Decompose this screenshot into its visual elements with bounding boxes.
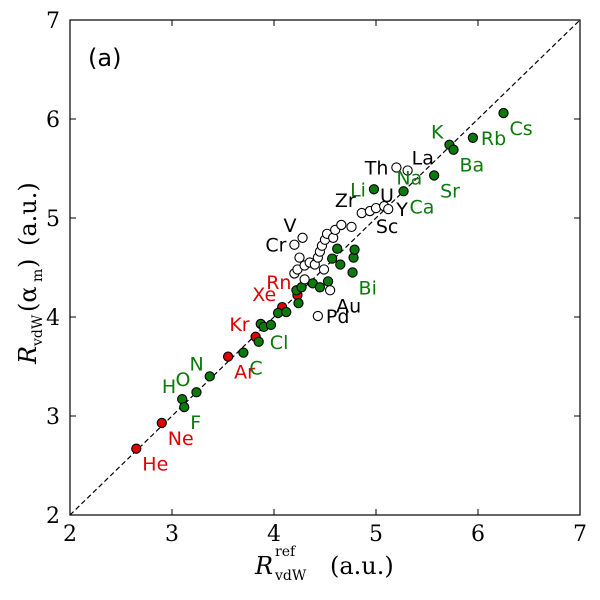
- data-point: [299, 274, 310, 285]
- element-label: U: [380, 185, 394, 207]
- element-label: Sr: [440, 180, 460, 202]
- element-label: He: [142, 454, 168, 476]
- element-label: Li: [350, 179, 366, 201]
- y-tick-label: 7: [46, 9, 60, 34]
- data-point: [349, 244, 360, 255]
- data-point: [428, 170, 440, 181]
- data-point: [312, 310, 324, 322]
- data-point: [293, 297, 304, 309]
- element-label: K: [431, 122, 444, 144]
- y-axis-title-sub: vdW: [30, 314, 46, 347]
- element-label: La: [412, 147, 434, 169]
- data-point: [332, 243, 343, 254]
- element-label: Ba: [460, 155, 485, 177]
- data-point: [346, 221, 357, 233]
- data-point: [324, 285, 336, 296]
- points-layer: [131, 107, 509, 454]
- data-point: [265, 319, 277, 331]
- x-tick-label: 2: [63, 522, 77, 547]
- y-axis-title-arg: (α: [14, 286, 42, 312]
- data-point: [281, 306, 292, 318]
- element-label: H: [162, 376, 176, 398]
- x-tick-label: 5: [369, 522, 383, 547]
- data-point: [336, 219, 347, 231]
- element-label: Na: [396, 168, 422, 190]
- data-point: [467, 132, 479, 143]
- element-label: Zr: [335, 190, 356, 212]
- y-axis-title-close: ): [14, 259, 42, 268]
- y-axis-title-arg-sub: m: [30, 269, 46, 282]
- element-label: Xe: [252, 284, 276, 306]
- data-point: [179, 401, 190, 413]
- element-label: V: [284, 215, 297, 237]
- element-label: C: [249, 358, 262, 380]
- y-tick-label: 5: [46, 207, 60, 232]
- element-label: Ar: [234, 362, 255, 384]
- data-point: [383, 203, 394, 215]
- element-label: Ca: [410, 196, 435, 218]
- element-label: Bi: [359, 277, 377, 299]
- x-axis-title-sup: ref: [275, 544, 297, 560]
- data-point: [204, 371, 215, 382]
- data-point: [318, 264, 330, 275]
- data-point: [156, 417, 167, 429]
- data-point: [238, 347, 249, 358]
- element-label: Sc: [376, 216, 399, 238]
- data-point: [448, 144, 459, 155]
- y-axis-title-main: R: [14, 346, 42, 365]
- y-tick-label: 4: [46, 306, 60, 331]
- x-axis-title-unit: (a.u.): [330, 552, 394, 580]
- data-point: [498, 107, 509, 119]
- x-axis-title-sub: vdW: [274, 568, 307, 584]
- element-label: O: [176, 369, 191, 391]
- y-tick-label: 6: [46, 108, 60, 133]
- x-tick-label: 7: [573, 522, 587, 547]
- panel-label: (a): [88, 44, 121, 72]
- ticks-layer: 2 3 4 5 6 7 2 3 4 5 6 7: [46, 9, 587, 547]
- data-point: [335, 259, 346, 270]
- data-point: [391, 162, 402, 173]
- element-label: Rn: [266, 272, 291, 294]
- data-point: [191, 387, 202, 398]
- data-point: [222, 351, 234, 362]
- y-axis-title-unit: (a.u.): [14, 182, 42, 246]
- data-point: [314, 282, 326, 293]
- element-label: Kr: [229, 314, 249, 336]
- data-point: [289, 239, 300, 250]
- element-label: Au: [336, 295, 361, 317]
- element-label: Pd: [326, 306, 350, 328]
- element-label: Th: [364, 158, 389, 180]
- data-point: [131, 443, 142, 454]
- data-point: [398, 186, 409, 197]
- data-point: [253, 336, 264, 347]
- x-tick-label: 3: [165, 522, 179, 547]
- data-point: [402, 165, 413, 176]
- data-point: [326, 253, 338, 264]
- data-point: [322, 276, 334, 287]
- x-tick-label: 6: [471, 522, 485, 547]
- element-label: N: [190, 353, 204, 375]
- y-tick-label: 2: [46, 504, 60, 529]
- data-point: [297, 232, 308, 243]
- data-point: [347, 267, 358, 278]
- element-label: Ne: [168, 428, 194, 450]
- data-point: [294, 252, 305, 263]
- element-label: Rb: [481, 128, 506, 150]
- x-axis-title: R: [254, 552, 273, 580]
- y-tick-label: 3: [46, 405, 60, 430]
- x-tick-label: 4: [267, 522, 281, 547]
- element-label: Cl: [270, 332, 289, 354]
- element-label: F: [190, 412, 201, 434]
- element-label: Cs: [510, 118, 533, 140]
- data-point: [368, 184, 380, 195]
- element-label: Cr: [265, 235, 286, 257]
- element-label: Y: [395, 199, 408, 221]
